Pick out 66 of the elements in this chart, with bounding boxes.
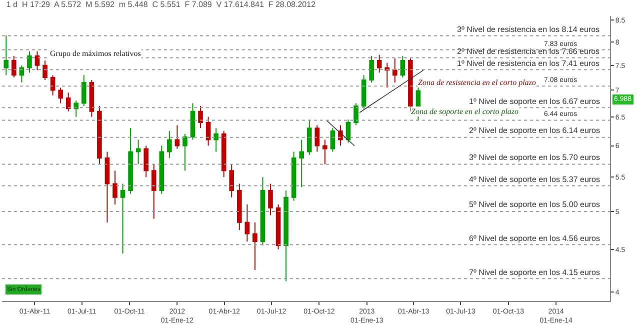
ref-line-label: 4º Nivel de soporte en los 5.37 euros <box>469 175 600 184</box>
candlestick <box>174 124 180 150</box>
candlestick <box>346 119 351 144</box>
candlestick <box>151 164 156 220</box>
candlestick <box>112 170 118 205</box>
candlestick <box>369 55 374 84</box>
candlestick <box>136 139 141 165</box>
candlestick <box>81 74 86 106</box>
candlestick <box>284 190 288 282</box>
candlestick <box>104 151 110 223</box>
ref-line-label: 6º Nivel de soporte en los 4.56 euros <box>469 234 600 243</box>
candlestick <box>58 87 63 104</box>
candlestick <box>384 62 390 88</box>
candlestick <box>34 50 40 71</box>
candlestick <box>376 54 382 74</box>
candlestick <box>306 119 312 156</box>
candlestick <box>229 164 234 198</box>
candlestick <box>244 204 250 242</box>
ref-line-label: 3º Nivel de resistencia en los 8.14 euros <box>457 25 600 34</box>
candlestick <box>167 130 172 158</box>
annotation: Zona de resistencia en el corto plazo <box>418 78 536 87</box>
candlestick <box>260 176 266 246</box>
candlestick <box>291 151 296 202</box>
candlestick <box>74 100 79 118</box>
candlestick <box>392 58 398 84</box>
candlestick <box>198 105 203 129</box>
candlestick <box>120 183 126 254</box>
candlestick <box>206 116 211 146</box>
candlestick <box>50 74 56 96</box>
candlestick <box>89 80 94 118</box>
candlestick <box>159 145 164 194</box>
ref-line-label: 2º Nivel de resistencia en los 7.66 euros <box>457 47 600 56</box>
candlestick <box>97 105 102 165</box>
candlestick <box>268 183 273 216</box>
annotation: Grupo de máximos relativos <box>50 49 141 58</box>
annotation: Zona de soporte en el corto plazo <box>411 107 519 116</box>
candlestick <box>42 60 48 81</box>
candlestick <box>314 124 320 152</box>
candlestick <box>27 50 32 74</box>
candlestick <box>4 34 9 76</box>
candlestick <box>236 183 242 230</box>
candlestick <box>322 139 328 165</box>
chart-subtitle: 1 d H 17:29 A 5.572 M 5.592 m 5.448 C 5.551 F 7.089 V 17.614.841 F 28.08.2012 <box>6 0 316 10</box>
candlestick <box>252 222 258 271</box>
candlestick <box>330 128 336 152</box>
ref-line-label: 3º Nivel de soporte en los 5.70 euros <box>469 153 600 162</box>
candlestick <box>144 145 148 178</box>
candlestick <box>190 102 196 140</box>
ref-line-label: 1º Nivel de resistencia en los 7.41 euros <box>457 59 600 68</box>
candlestick <box>354 102 358 126</box>
candlestick <box>12 55 16 78</box>
ref-line-label: 2º Nivel de soporte en los 6.14 euros <box>469 126 600 135</box>
candlestick <box>276 204 281 250</box>
candlestick <box>66 92 71 112</box>
candlestick <box>299 139 304 188</box>
ref-line-label: 7º Nivel de soporte en los 4.15 euros <box>469 268 600 277</box>
candlestick <box>214 128 218 152</box>
candlestick <box>128 128 133 194</box>
candlestick <box>182 133 188 172</box>
candlestick <box>408 58 413 112</box>
candlestick <box>221 130 226 178</box>
ref-line-label: 5º Nivel de soporte en los 5.00 euros <box>469 200 600 209</box>
ref-line-label: 1º Nivel de soporte en los 6.67 euros <box>469 97 600 106</box>
candlestick <box>19 64 24 84</box>
candlestick <box>400 55 406 78</box>
candlestick <box>361 74 366 110</box>
